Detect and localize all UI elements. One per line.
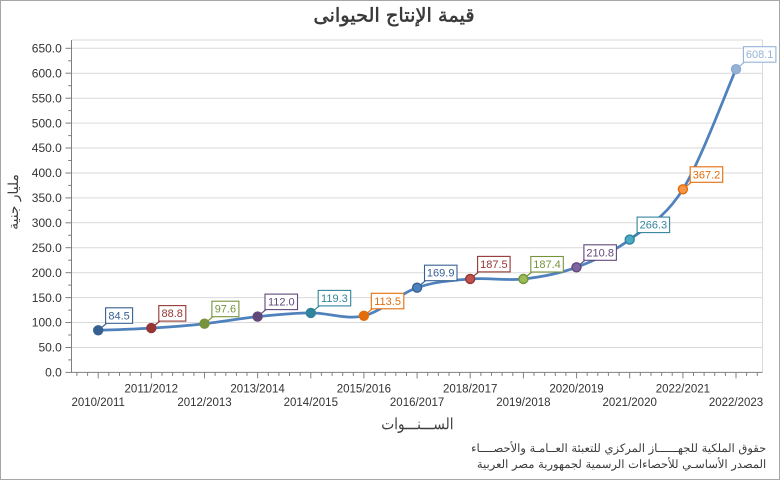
- svg-text:113.5: 113.5: [374, 296, 401, 308]
- svg-text:187.5: 187.5: [480, 259, 508, 271]
- svg-text:550.0: 550.0: [32, 91, 62, 105]
- svg-text:500.0: 500.0: [32, 116, 62, 130]
- svg-text:608.1: 608.1: [746, 49, 774, 61]
- svg-text:2022/2023: 2022/2023: [709, 397, 763, 409]
- svg-text:2021/2020: 2021/2020: [603, 397, 657, 409]
- svg-text:100.0: 100.0: [32, 316, 62, 330]
- svg-text:0.0: 0.0: [45, 366, 62, 380]
- svg-text:187.4: 187.4: [533, 259, 561, 271]
- svg-text:2014/2015: 2014/2015: [284, 397, 338, 409]
- svg-text:150.0: 150.0: [32, 291, 62, 305]
- svg-text:112.0: 112.0: [268, 297, 295, 309]
- svg-text:300.0: 300.0: [32, 216, 62, 230]
- svg-text:50.0: 50.0: [38, 341, 62, 355]
- svg-text:2022/2021: 2022/2021: [656, 384, 710, 396]
- svg-text:84.5: 84.5: [108, 310, 129, 322]
- svg-text:2015/2016: 2015/2016: [337, 384, 391, 396]
- svg-text:2010/2011: 2010/2011: [71, 397, 125, 409]
- svg-text:600.0: 600.0: [32, 66, 62, 80]
- svg-text:400.0: 400.0: [32, 166, 62, 180]
- svg-text:450.0: 450.0: [32, 141, 62, 155]
- svg-text:119.3: 119.3: [321, 293, 348, 305]
- svg-text:169.9: 169.9: [427, 268, 455, 280]
- svg-text:2019/2018: 2019/2018: [496, 397, 550, 409]
- svg-text:2012/2013: 2012/2013: [177, 397, 231, 409]
- svg-text:200.0: 200.0: [32, 266, 62, 280]
- svg-text:2020/2019: 2020/2019: [549, 384, 603, 396]
- svg-text:266.3: 266.3: [640, 220, 668, 232]
- svg-text:650.0: 650.0: [32, 42, 62, 56]
- svg-text:350.0: 350.0: [32, 191, 62, 205]
- svg-text:88.8: 88.8: [161, 308, 182, 320]
- svg-text:2016/2017: 2016/2017: [390, 397, 444, 409]
- svg-text:2011/2012: 2011/2012: [125, 384, 179, 396]
- svg-text:2013/2014: 2013/2014: [230, 384, 285, 396]
- svg-text:210.8: 210.8: [586, 247, 614, 259]
- svg-text:97.6: 97.6: [215, 304, 236, 316]
- svg-text:367.2: 367.2: [693, 169, 721, 181]
- svg-text:2018/2017: 2018/2017: [443, 384, 497, 396]
- svg-text:250.0: 250.0: [32, 241, 62, 255]
